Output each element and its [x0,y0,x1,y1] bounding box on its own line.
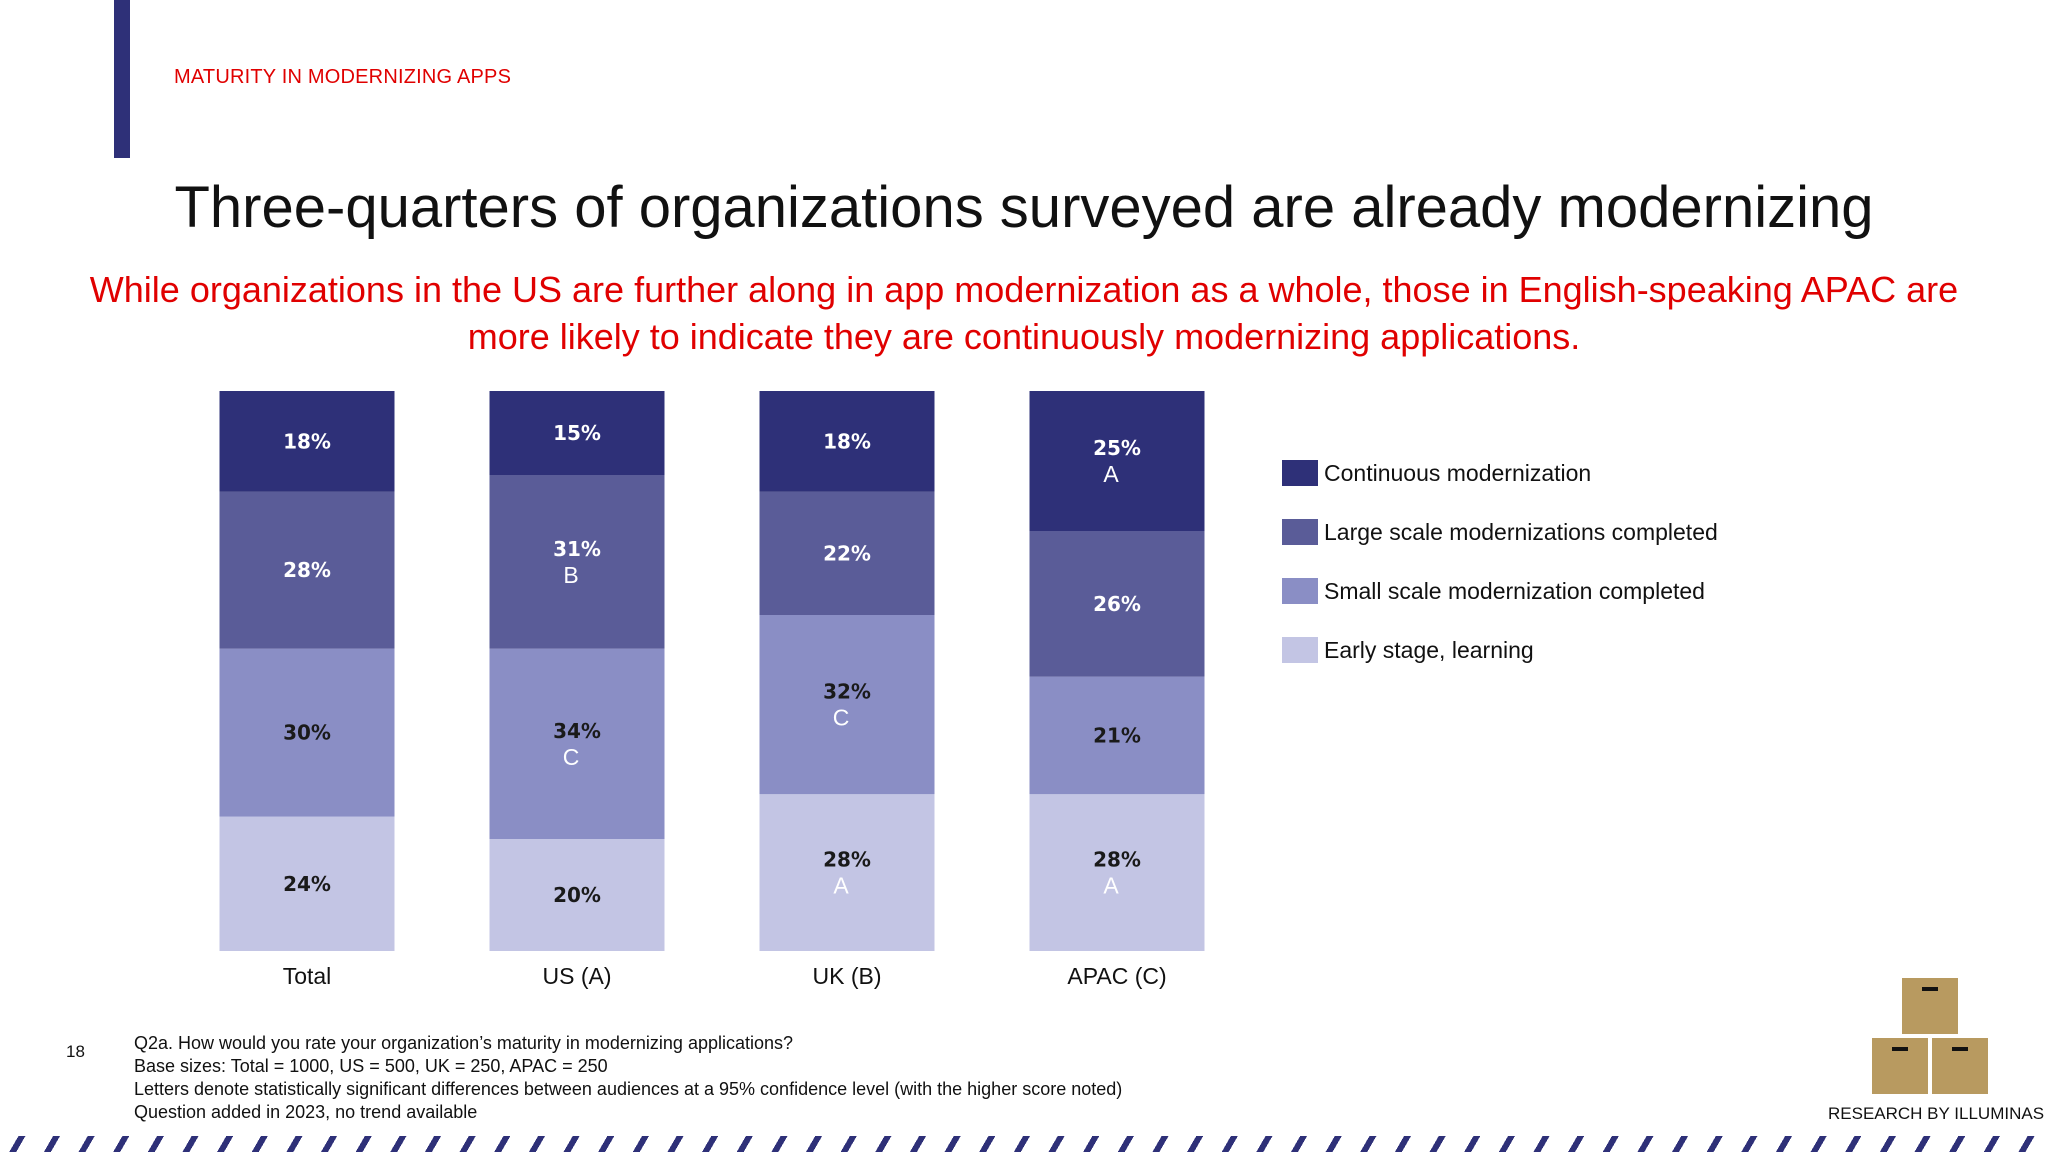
bar-segment [1029,794,1205,951]
bar-segment [1029,531,1205,677]
significance-letter: B [563,562,578,588]
footnote-base-sizes: Base sizes: Total = 1000, US = 500, UK =… [134,1056,608,1076]
footnote-significance: Letters denote statistically significant… [134,1079,1123,1099]
significance-letter: A [1103,873,1119,899]
bar-segment [759,615,935,795]
bar-value-label: 28% [1093,848,1141,872]
brand-text: RESEARCH BY ILLUMINAS [1828,1104,2045,1123]
bar-segment [219,391,395,492]
legend-item: Small scale modernization completed [1282,576,1705,606]
significance-letter: A [833,873,849,899]
bar-value-label: 20% [553,883,601,907]
bar-value-label: 28% [283,558,331,582]
significance-letter: C [563,744,580,770]
bar-segment [219,648,395,817]
bar-value-label: 26% [1093,592,1141,616]
bar-segment [759,794,935,951]
accent-bar [114,0,130,158]
bar-value-label: 21% [1093,723,1141,747]
stacked-boxes-icon [1872,978,1988,1094]
bar-value-label: 24% [283,872,331,896]
bar-segment [219,816,395,951]
bar-segment [489,839,665,951]
bar-value-label: 30% [283,721,331,745]
legend-item: Continuous modernization [1282,458,1591,488]
bar-value-label: 18% [823,429,871,453]
category-label: US (A) [543,963,612,989]
section-label: MATURITY IN MODERNIZING APPS [174,66,512,88]
decorative-stripes [0,1136,2048,1152]
bar-segment [489,648,665,839]
legend-swatch [1282,637,1318,663]
legend-label: Large scale modernizations completed [1324,518,1718,545]
legend-item: Early stage, learning [1282,635,1534,665]
footnote-question: Q2a. How would you rate your organizatio… [134,1033,794,1053]
category-label: Total [283,963,332,989]
legend-swatch [1282,519,1318,545]
legend-swatch [1282,460,1318,486]
bar-segment [489,391,665,475]
bar-segment [1029,676,1205,795]
legend-label: Small scale modernization completed [1324,577,1705,604]
bar-value-label: 34% [553,719,601,743]
footnotes: Q2a. How would you rate your organizatio… [134,1032,1122,1124]
bar-segment [759,491,935,615]
bar-value-label: 31% [553,537,601,561]
legend-label: Continuous modernization [1324,459,1592,486]
bar-value-label: 22% [823,541,871,565]
footnote-trend: Question added in 2023, no trend availab… [134,1102,478,1122]
legend-label: Early stage, learning [1324,636,1534,663]
bar-value-label: 25% [1093,436,1141,460]
bar-segment [219,491,395,649]
category-label: APAC (C) [1067,963,1166,989]
category-label: UK (B) [813,963,882,989]
bar-value-label: 28% [823,848,871,872]
significance-letter: C [833,705,850,731]
legend-swatch [1282,578,1318,604]
significance-letter: A [1103,461,1119,487]
bar-value-label: 18% [283,429,331,453]
bar-value-label: 32% [823,680,871,704]
legend-item: Large scale modernizations completed [1282,517,1718,547]
bar-segment [759,391,935,492]
page-number: 18 [66,1042,85,1061]
bar-value-label: 15% [553,421,601,445]
page-title: Three-quarters of organizations surveyed… [174,175,1874,240]
bar-segment [1029,391,1205,531]
bar-segment [489,475,665,649]
page-subtitle: While organizations in the US are furthe… [89,269,1959,357]
